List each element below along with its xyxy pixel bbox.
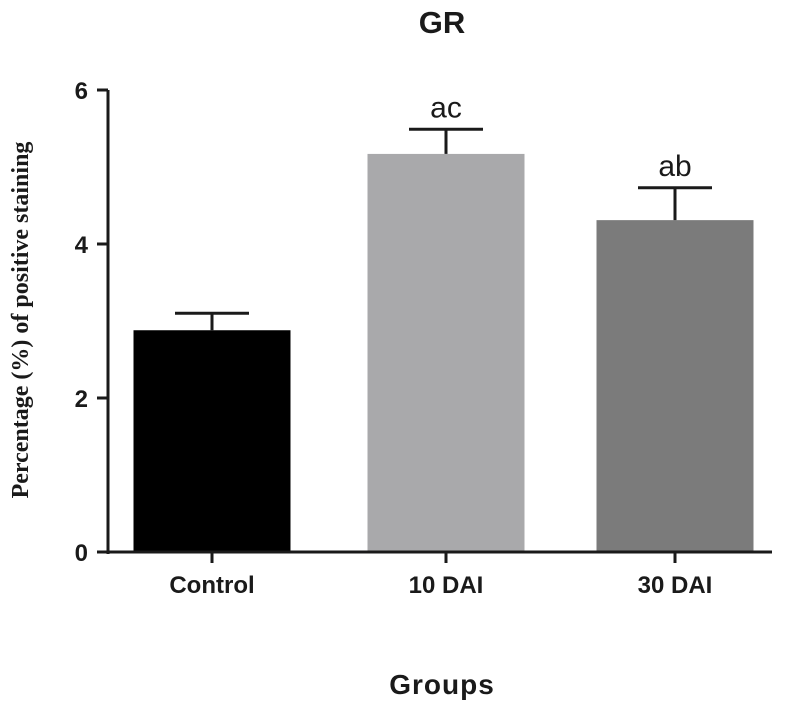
chart-title: GR [419,5,466,40]
x-tick-label: 30 DAI [638,572,713,599]
bar [596,220,754,552]
x-tick-label: 10 DAI [409,572,484,599]
bar [133,330,291,552]
y-tick-label: 0 [75,540,88,567]
y-tick-label: 2 [75,386,88,413]
y-axis: 0 2 4 6 [75,78,110,567]
y-axis-label: Percentage (%) of positive staining [8,142,34,499]
x-tick-label: Control [169,572,254,599]
y-tick-label: 6 [75,78,88,105]
bar [367,153,525,552]
bar-annotation: ab [658,150,691,183]
bar-annotation: ac [430,91,462,124]
x-axis: Control 10 DAI 30 DAI [106,550,772,599]
y-tick-label: 4 [75,232,89,259]
bars-group: ac ab [133,91,754,552]
x-axis-label: Groups [389,669,495,700]
